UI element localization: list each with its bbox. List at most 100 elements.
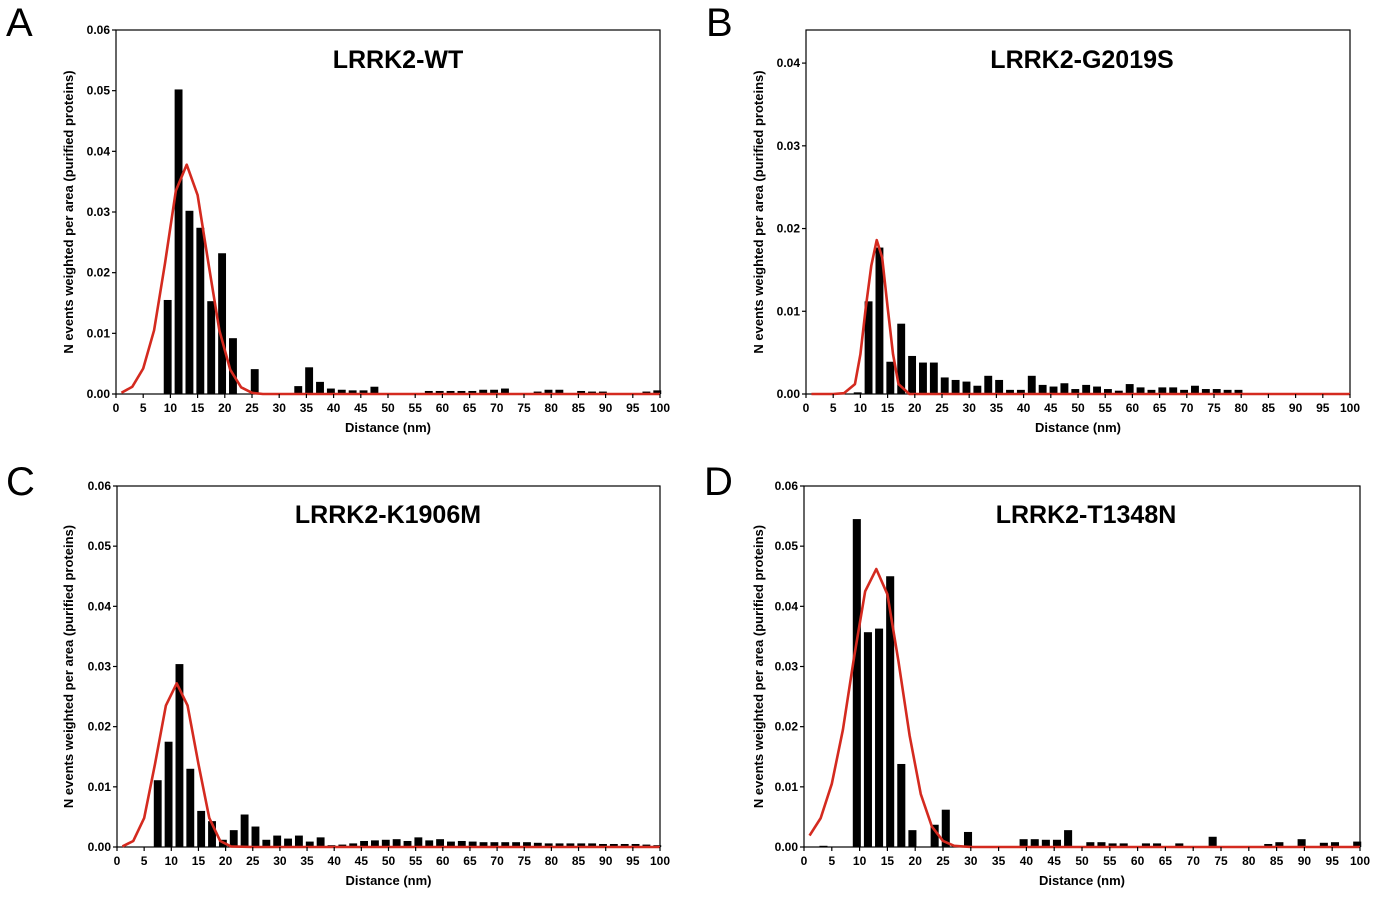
plot-frame [116,485,661,848]
bar [1071,389,1080,394]
bar [479,842,488,847]
y-tick-label: 0.05 [775,539,799,553]
x-tick-label: 95 [626,401,640,415]
x-tick-label: 10 [854,401,868,415]
bar [1038,384,1047,394]
x-axis-label: Distance (nm) [1035,420,1121,435]
bar [973,385,982,394]
bar [370,840,379,847]
bar [1082,384,1091,394]
x-tick-label: 35 [990,401,1004,415]
y-tick-label: 0.01 [87,326,111,340]
y-tick-label: 0.04 [775,599,799,613]
bar [962,381,971,394]
bar [305,841,314,847]
bar [1114,390,1123,394]
bar [1141,843,1150,847]
x-tick-label: 70 [1187,854,1201,868]
bar [273,835,282,847]
x-tick-label: 5 [830,401,837,415]
bar [1234,389,1243,394]
bar [196,227,205,394]
x-tick-label: 95 [626,854,640,868]
y-tick-label: 0.04 [777,56,801,70]
x-tick-label: 5 [141,854,148,868]
bar [468,841,477,847]
bar [348,390,357,394]
x-axis-label: Distance (nm) [346,873,432,888]
x-tick-label: 25 [246,854,260,868]
bar [501,842,510,847]
chart-a: A LRRK2-WT 0 5 10 15 20 25 30 35 40 45 50 55 60 65 70 7… [6,1,670,435]
bar [1264,843,1273,847]
bar [1019,839,1028,847]
x-tick-label: 0 [801,854,808,868]
x-tick-label: 40 [328,854,342,868]
bar [995,379,1004,394]
bar [381,839,390,847]
bar [1175,843,1184,847]
bar [908,830,917,847]
bar [163,299,172,394]
bar [1136,387,1145,394]
bar [1275,842,1284,847]
panel-c: C LRRK2-K1906M 0 5 10 15 20 25 30 35 40 45 50 55 60 6… [0,449,690,898]
bar [555,389,564,394]
bar [908,355,917,394]
x-tick-label: 80 [1235,401,1249,415]
x-tick-label: 90 [1289,401,1303,415]
chart-d: D LRRK2-T1348N 0 5 10 15 20 25 30 35 40 45 50 55 60 6… [704,460,1370,888]
bar [1108,843,1117,847]
x-tick-label: 60 [436,401,450,415]
chart-title: LRRK2-T1348N [996,501,1177,529]
bar [457,840,466,847]
panel-letter: D [704,460,733,504]
y-tick-label: 0.06 [87,23,111,37]
x-tick-label: 55 [409,854,423,868]
x-tick-label: 20 [219,854,233,868]
x-tick-label: 5 [140,401,147,415]
x-tick-label: 70 [490,401,504,415]
bar [360,840,368,847]
x-tick-label: 65 [463,854,477,868]
y-tick-label: 0.02 [777,222,801,236]
x-tick-label: 100 [1340,401,1360,415]
x-tick-label: 35 [300,401,314,415]
bar [1006,389,1014,394]
bar [1330,842,1340,847]
bar [414,837,423,847]
x-tick-label: 80 [1242,854,1256,868]
bar [370,386,379,394]
x-tick-label: 45 [355,854,369,868]
bar [1060,383,1069,394]
y-tick-label: 0.03 [88,660,112,674]
x-tick-label: 45 [1048,854,1062,868]
bar [337,389,346,394]
x-tick-label: 55 [409,401,423,415]
bar [218,253,227,394]
bar [1097,842,1106,847]
bar [1064,830,1073,847]
x-tick-label: 50 [1071,401,1085,415]
bar [392,839,401,847]
y-tick-label: 0.05 [88,539,112,553]
bar [208,821,216,847]
bar [544,389,553,394]
bar [1086,842,1095,847]
y-tick-label: 0.06 [88,479,112,493]
y-axis-label: N events weighted per area (purified pro… [751,525,766,808]
y-tick-label: 0.02 [87,266,111,280]
x-tick-label: 15 [881,854,895,868]
y-tick-label: 0.01 [775,780,799,794]
bar [533,842,542,847]
x-tick-label: 65 [1153,401,1167,415]
bar [316,381,324,394]
x-tick-label: 45 [1044,401,1058,415]
x-tick-label: 10 [164,401,178,415]
bar [819,845,828,847]
bar [425,840,434,847]
bar [577,390,586,394]
x-tick-label: 70 [1180,401,1194,415]
bar [186,768,195,847]
x-tick-label: 35 [300,854,314,868]
